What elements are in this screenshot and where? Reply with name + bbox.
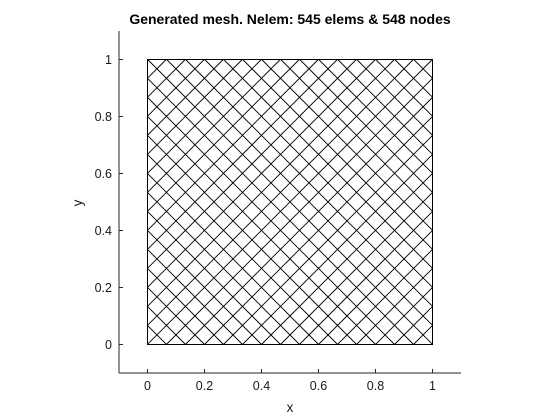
y-tick-label: 0.6 (95, 167, 112, 181)
mesh-edge (147, 59, 433, 345)
x-tick-label: 0 (144, 379, 151, 393)
x-tick-label: 1 (429, 379, 436, 393)
x-tick-label: 0.2 (196, 379, 213, 393)
mesh-edge (147, 249, 243, 345)
mesh-edge (147, 211, 281, 345)
mesh-edge (147, 287, 205, 345)
mesh-edge (147, 116, 376, 345)
y-tick-label: 0 (105, 338, 112, 352)
mesh (147, 59, 433, 345)
mesh-edge (242, 59, 433, 250)
mesh-edge (337, 59, 433, 155)
mesh-edge (147, 97, 395, 345)
mesh-edge (299, 59, 433, 193)
y-tick-label: 0.2 (95, 281, 112, 295)
mesh-edge (394, 59, 433, 98)
mesh-edge (147, 306, 186, 345)
mesh-edge (204, 59, 433, 288)
y-tick-label: 1 (105, 53, 112, 67)
x-tick-label: 0.6 (310, 379, 327, 393)
mesh-edge (261, 59, 433, 231)
mesh-boundary (147, 59, 433, 345)
mesh-edge (147, 135, 357, 345)
mesh-edge (375, 59, 433, 117)
mesh-edge (185, 59, 433, 307)
y-axis-label: y (70, 199, 85, 206)
axes: 0 0.2 0.4 0.6 0.8 1 0 0.2 0.4 0.6 0.8 1 (95, 31, 461, 393)
mesh-edge (147, 325, 167, 345)
mesh-edge (147, 230, 262, 345)
y-tick-label: 0.8 (95, 110, 112, 124)
mesh-edge (147, 154, 338, 345)
x-tick-label: 0.8 (367, 379, 384, 393)
mesh-edge (356, 59, 433, 136)
mesh-edge (166, 59, 433, 326)
mesh-edge (147, 192, 300, 345)
mesh-edge (413, 59, 433, 79)
x-tick-label: 0.4 (253, 379, 270, 393)
chart-title: Generated mesh. Nelem: 545 elems & 548 n… (129, 11, 451, 27)
x-axis-label: x (287, 400, 294, 415)
mesh-edge (147, 173, 319, 345)
mesh-edge (147, 78, 414, 345)
mesh-edge (280, 59, 433, 212)
mesh-edge (223, 59, 433, 269)
mesh-edge (147, 268, 224, 345)
y-tick-label: 0.4 (95, 224, 112, 238)
mesh-edge (318, 59, 433, 174)
